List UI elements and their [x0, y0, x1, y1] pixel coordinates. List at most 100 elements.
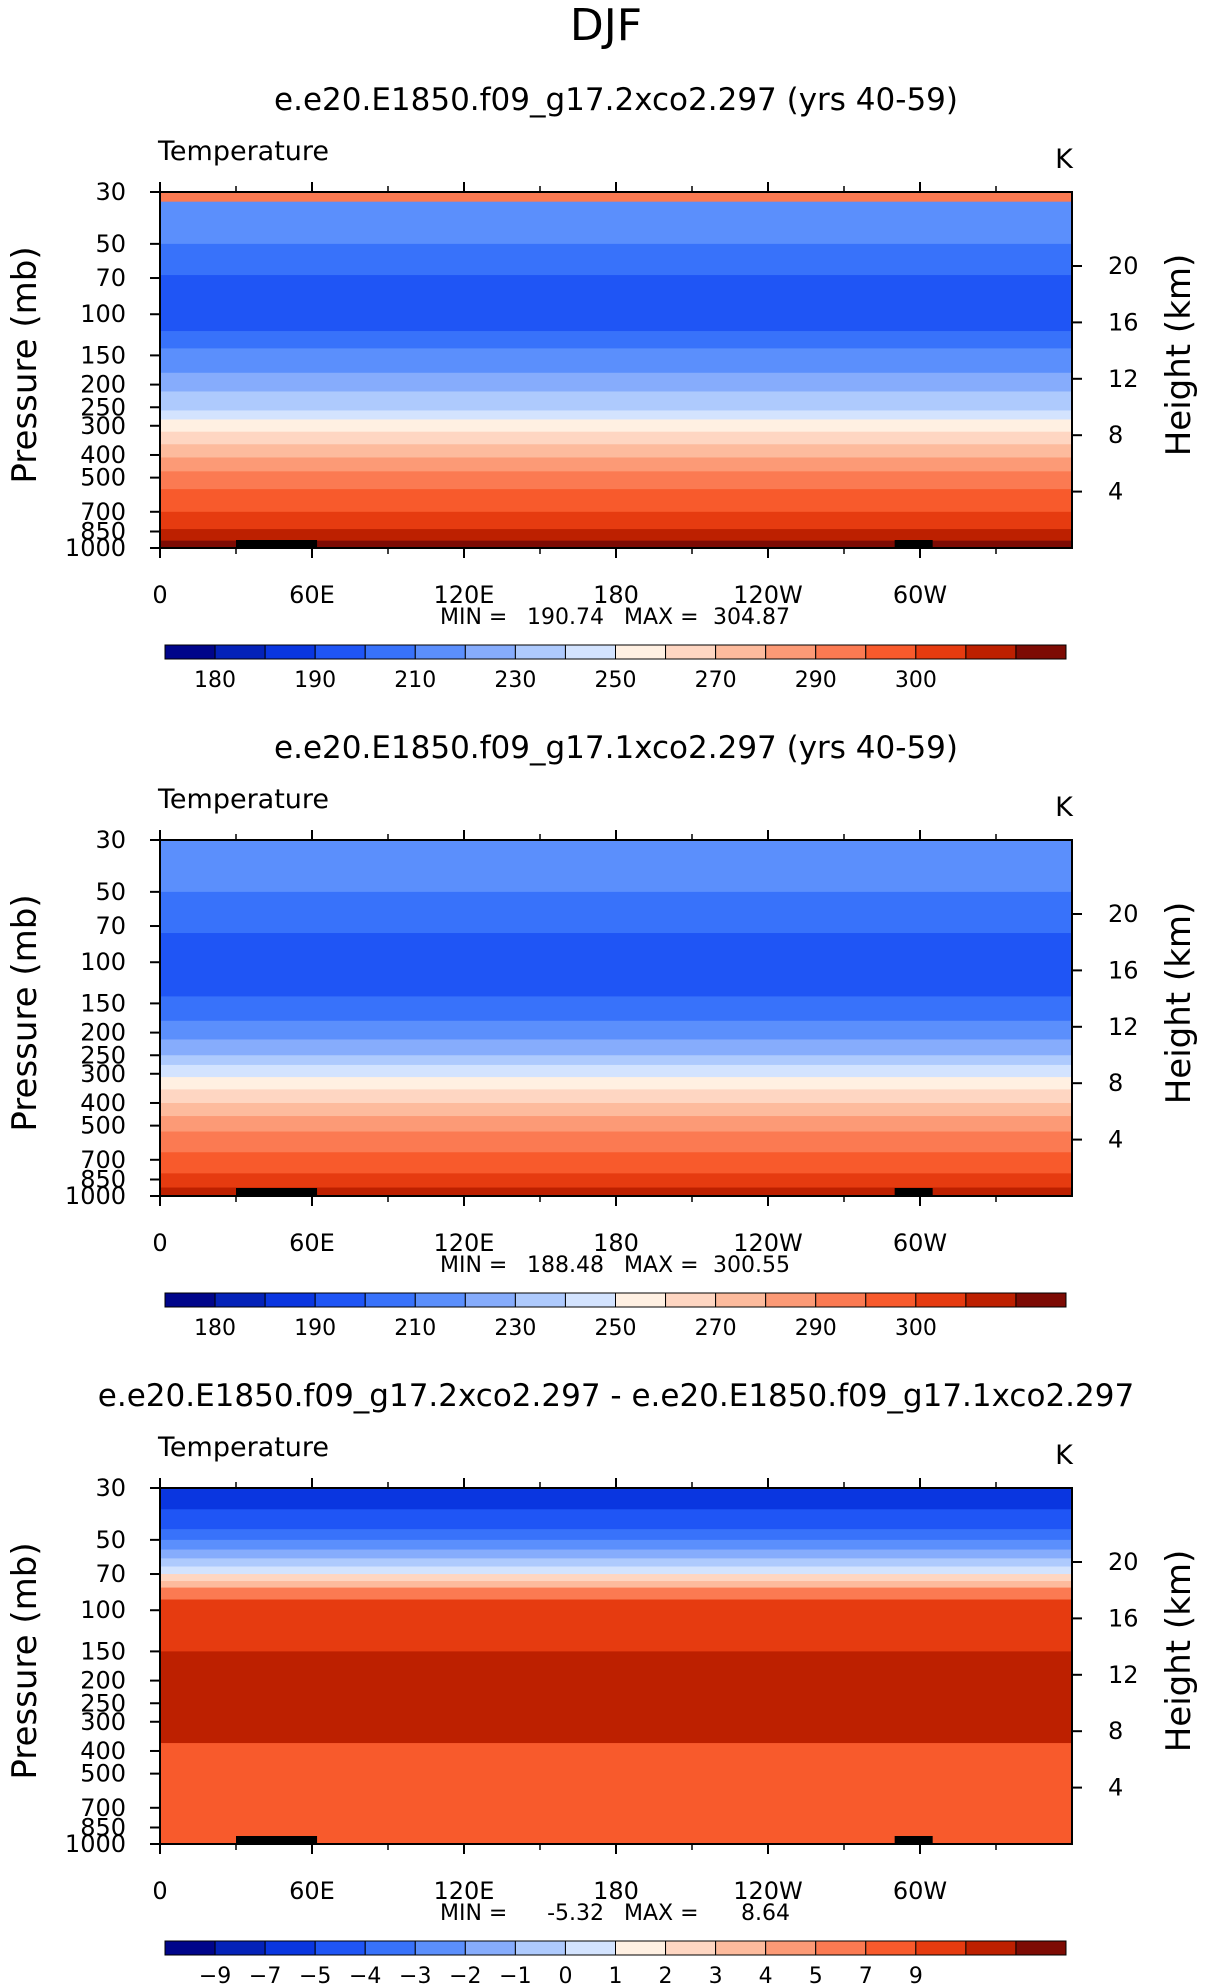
- contour-band-12: [160, 444, 1072, 459]
- colorbar-swatch: [715, 1292, 767, 1308]
- y-tick-label: 700: [80, 1794, 126, 1822]
- colorbar-swatch: [765, 1940, 817, 1956]
- colorbar-swatch: [865, 1940, 917, 1956]
- x-tick-label: 60W: [893, 1229, 947, 1257]
- colorbar-swatch: [264, 1292, 316, 1308]
- y2-tick-label: 12: [1108, 1661, 1139, 1689]
- y-tick-label: 30: [95, 826, 126, 854]
- max-label: MAX =: [624, 1901, 699, 1926]
- colorbar-swatch: [314, 1292, 366, 1308]
- y2-axis-label: Height (km): [1159, 1550, 1199, 1753]
- colorbar-label: 180: [194, 1316, 236, 1341]
- colorbar-swatch: [815, 1292, 867, 1308]
- topography-mask-1: [236, 540, 318, 548]
- colorbar-swatch: [1015, 1292, 1067, 1308]
- x-tick-label: 180: [593, 1877, 639, 1905]
- colorbar-label: 7: [859, 1964, 873, 1987]
- contour-band-10: [160, 1089, 1072, 1104]
- y-tick-label: 700: [80, 498, 126, 526]
- topography-mask-2: [894, 540, 933, 548]
- max-value: 304.87: [713, 605, 790, 630]
- panel-1: e.e20.E1850.f09_g17.2xco2.297 (yrs 40-59…: [5, 82, 1199, 693]
- colorbar-swatch: [564, 1940, 617, 1956]
- y-tick-label: 150: [80, 989, 126, 1017]
- contour-band-4: [160, 1539, 1072, 1551]
- contour-band-8: [160, 1064, 1072, 1078]
- colorbar-label: −4: [349, 1964, 381, 1987]
- colorbar-swatch: [364, 644, 416, 660]
- contour-band-3: [160, 1529, 1072, 1541]
- y-tick-label: 150: [80, 1637, 126, 1665]
- colorbar-swatch: [514, 644, 566, 660]
- y-tick-label: 1000: [65, 1830, 126, 1858]
- max-value: 8.64: [741, 1901, 790, 1926]
- y-tick-label: 200: [80, 371, 126, 399]
- colorbar-swatch: [1015, 1940, 1067, 1956]
- colorbar-swatch: [314, 644, 366, 660]
- contour-band-12: [160, 1116, 1072, 1133]
- units-string: K: [1055, 792, 1074, 823]
- y-axis-label: Pressure (mb): [5, 1542, 45, 1779]
- y-tick-label: 400: [80, 1089, 126, 1117]
- min-label: MIN =: [440, 605, 507, 630]
- y-tick-label: 50: [95, 230, 126, 258]
- colorbar-swatch: [1015, 644, 1067, 660]
- contour-band-10: [160, 1587, 1072, 1601]
- x-tick-label: 0: [152, 1229, 167, 1257]
- x-tick-label: 120W: [733, 581, 803, 609]
- topography-mask-1: [236, 1836, 318, 1844]
- colorbar-swatch: [615, 644, 667, 660]
- colorbar-label: −2: [449, 1964, 481, 1987]
- colorbar-label: 230: [494, 1316, 536, 1341]
- y-tick-label: 1000: [65, 1182, 126, 1210]
- contour-band-18: [160, 540, 1072, 549]
- colorbar-swatch: [715, 1940, 767, 1956]
- contour-band-8: [160, 1574, 1072, 1582]
- colorbar-swatch: [765, 1292, 817, 1308]
- colorbar-swatch: [965, 1292, 1017, 1308]
- panel-2: e.e20.E1850.f09_g17.1xco2.297 (yrs 40-59…: [5, 730, 1199, 1341]
- colorbar-label: 290: [795, 668, 837, 693]
- y-tick-label: 100: [80, 948, 126, 976]
- y-tick-label: 250: [80, 1041, 126, 1069]
- contour-band-11: [160, 431, 1072, 445]
- y2-tick-label: 16: [1108, 1604, 1139, 1632]
- colorbar-swatch: [865, 1292, 917, 1308]
- topography-mask-2: [894, 1188, 933, 1196]
- colorbar-swatch: [164, 1292, 216, 1308]
- y-tick-label: 250: [80, 1689, 126, 1717]
- x-tick-label: 120E: [434, 581, 495, 609]
- contour-band-13: [160, 457, 1072, 472]
- contour-band-5: [160, 331, 1072, 349]
- contour-band-1: [160, 1488, 1072, 1510]
- colorbar-swatch: [665, 1940, 717, 1956]
- colorbar-label: 210: [394, 1316, 436, 1341]
- y2-tick-label: 20: [1108, 900, 1139, 928]
- contour-band-13: [160, 1743, 1072, 1845]
- left-string: Temperature: [157, 1432, 329, 1463]
- y-tick-label: 300: [80, 1060, 126, 1088]
- x-tick-label: 60E: [289, 581, 335, 609]
- panel-title: e.e20.E1850.f09_g17.2xco2.297 - e.e20.E1…: [98, 1378, 1134, 1414]
- colorbar-swatch: [915, 644, 967, 660]
- y2-tick-label: 20: [1108, 252, 1139, 280]
- y-tick-label: 200: [80, 1019, 126, 1047]
- x-tick-label: 120W: [733, 1229, 803, 1257]
- colorbar-label: 270: [695, 668, 737, 693]
- colorbar-label: −9: [199, 1964, 231, 1987]
- y2-axis-label: Height (km): [1159, 902, 1199, 1105]
- y-tick-label: 500: [80, 1760, 126, 1788]
- colorbar-label: −3: [399, 1964, 431, 1987]
- colorbar-swatch: [414, 644, 466, 660]
- units-string: K: [1055, 1440, 1074, 1471]
- colorbar-label: 3: [709, 1964, 723, 1987]
- contour-fill: [160, 840, 1072, 1197]
- y-tick-label: 1000: [65, 534, 126, 562]
- colorbar-label: 250: [595, 668, 637, 693]
- panel-3: e.e20.E1850.f09_g17.2xco2.297 - e.e20.E1…: [5, 1378, 1199, 1987]
- y-tick-label: 300: [80, 1708, 126, 1736]
- x-tick-label: 180: [593, 1229, 639, 1257]
- y-tick-label: 30: [95, 1474, 126, 1502]
- contour-band-14: [160, 1152, 1072, 1174]
- contour-band-4: [160, 996, 1072, 1022]
